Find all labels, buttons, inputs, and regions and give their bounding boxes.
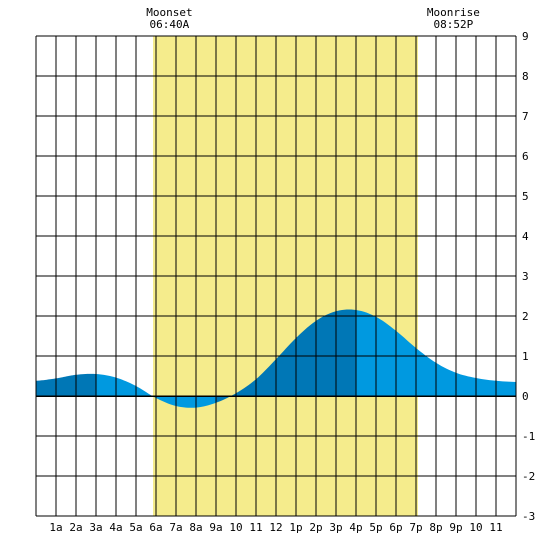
x-tick-label: 5a	[129, 521, 142, 534]
x-tick-label: 4a	[109, 521, 122, 534]
y-tick-label: 7	[522, 110, 529, 123]
annotation-time: 08:52P	[434, 18, 474, 31]
x-tick-label: 8p	[429, 521, 442, 534]
x-tick-label: 10	[469, 521, 482, 534]
tide-segment	[36, 373, 96, 396]
y-tick-label: 6	[522, 150, 529, 163]
x-tick-label: 9p	[449, 521, 462, 534]
x-tick-label: 8a	[189, 521, 202, 534]
x-tick-label: 2a	[69, 521, 82, 534]
x-tick-label: 6p	[389, 521, 402, 534]
y-tick-label: -1	[522, 430, 535, 443]
x-tick-label: 11	[249, 521, 262, 534]
y-tick-label: -2	[522, 470, 535, 483]
y-tick-label: 4	[522, 230, 529, 243]
y-tick-label: 2	[522, 310, 529, 323]
y-tick-label: 8	[522, 70, 529, 83]
x-tick-label: 6a	[149, 521, 162, 534]
x-tick-label: 1a	[49, 521, 62, 534]
x-tick-label: 5p	[369, 521, 382, 534]
y-tick-label: 5	[522, 190, 529, 203]
annotation-label: Moonset	[146, 6, 192, 19]
y-tick-labels: 9 8 7 6 5 4 3 2 1 0 -1 -2 -3	[522, 30, 535, 523]
x-tick-label: 10	[229, 521, 242, 534]
annotation-label: Moonrise	[427, 6, 480, 19]
x-tick-label: 12	[269, 521, 282, 534]
y-tick-label: 1	[522, 350, 529, 363]
grid	[35, 35, 517, 517]
y-tick-label: 3	[522, 270, 529, 283]
x-tick-label: 4p	[349, 521, 362, 534]
y-tick-label: 9	[522, 30, 529, 43]
x-tick-label: 7a	[169, 521, 182, 534]
x-tick-label: 9a	[209, 521, 222, 534]
x-tick-label: 1p	[289, 521, 302, 534]
tide-segment	[96, 374, 216, 408]
y-tick-label: 0	[522, 390, 529, 403]
x-tick-label: 3p	[329, 521, 342, 534]
x-tick-label: 11	[489, 521, 502, 534]
x-tick-label: 7p	[409, 521, 422, 534]
x-tick-label: 2p	[309, 521, 322, 534]
x-tick-labels: 1a 2a 3a 4a 5a 6a 7a 8a 9a 10 11 12 1p 2p 3p 4p 5p 6p 7p 8p…	[49, 521, 502, 534]
y-tick-label: -3	[522, 510, 535, 523]
annotation-time: 06:40A	[150, 18, 190, 31]
x-tick-label: 3a	[89, 521, 102, 534]
